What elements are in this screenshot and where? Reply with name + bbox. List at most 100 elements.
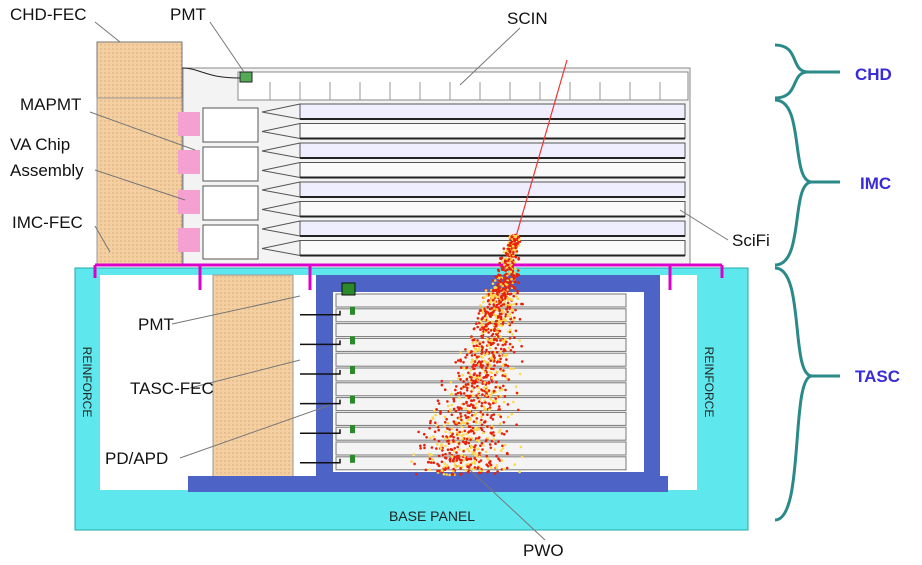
- hit: [457, 442, 461, 445]
- hit: [482, 405, 486, 409]
- hit: [463, 455, 467, 458]
- hit: [473, 360, 477, 363]
- hit: [474, 376, 477, 380]
- section-label: IMC: [860, 174, 891, 193]
- hit: [465, 366, 468, 370]
- label: Assembly: [10, 161, 84, 180]
- pd-cable: [300, 399, 341, 405]
- hit: [473, 327, 476, 330]
- label: SCIN: [507, 9, 548, 28]
- label: SciFi: [732, 231, 770, 250]
- hit: [485, 454, 489, 458]
- hit: [516, 297, 520, 301]
- hit: [471, 338, 475, 342]
- hit: [516, 236, 520, 239]
- hit: [499, 304, 503, 308]
- hit: [460, 425, 464, 429]
- hit: [484, 439, 488, 443]
- hit: [485, 327, 488, 330]
- hit: [513, 302, 516, 306]
- hit: [506, 253, 510, 256]
- hit: [492, 413, 496, 416]
- hit: [471, 381, 475, 385]
- hit: [477, 436, 480, 440]
- hit: [512, 318, 515, 322]
- hit: [518, 470, 521, 474]
- hit: [492, 367, 495, 371]
- hit: [509, 349, 513, 352]
- hit: [495, 275, 499, 279]
- hit: [499, 415, 503, 419]
- chd-pmt: [239, 71, 253, 83]
- hit: [506, 261, 510, 265]
- section-label: TASC: [855, 367, 900, 386]
- hit: [518, 339, 521, 342]
- imc-layer: [299, 181, 686, 198]
- hit: [518, 317, 522, 321]
- hit: [456, 437, 460, 440]
- hit: [446, 448, 450, 452]
- hit: [486, 305, 490, 309]
- label: BASE PANEL: [389, 508, 475, 524]
- hit: [453, 447, 457, 450]
- hit: [496, 385, 500, 388]
- hit: [468, 411, 471, 415]
- mapmt-box: [202, 107, 259, 143]
- hit: [494, 442, 497, 446]
- hit: [505, 358, 508, 361]
- hit: [513, 463, 516, 466]
- hit: [473, 353, 477, 357]
- hit: [511, 345, 514, 349]
- hit: [512, 248, 515, 251]
- hit: [499, 317, 503, 321]
- hit: [462, 450, 465, 453]
- hit: [453, 463, 457, 466]
- hit: [486, 425, 489, 428]
- hit: [503, 263, 506, 267]
- hit: [440, 469, 444, 473]
- hit: [466, 422, 469, 425]
- base-plate: [188, 476, 668, 492]
- hit: [483, 314, 487, 318]
- hit: [486, 363, 489, 366]
- hit: [456, 406, 460, 409]
- hit: [479, 469, 482, 473]
- hit: [503, 433, 506, 436]
- magenta-frame: [93, 263, 724, 290]
- hit: [501, 374, 505, 377]
- hit: [473, 413, 477, 417]
- hit: [483, 386, 486, 389]
- hit: [488, 347, 492, 350]
- hit: [504, 304, 508, 307]
- hit: [430, 446, 434, 449]
- hit: [457, 464, 461, 468]
- hit: [441, 449, 444, 452]
- hit: [458, 417, 461, 420]
- hit: [493, 389, 496, 393]
- hit: [476, 317, 480, 320]
- hit: [505, 266, 509, 270]
- hit: [497, 457, 500, 461]
- hit: [482, 341, 485, 344]
- hit: [414, 473, 418, 476]
- hit: [429, 461, 433, 464]
- hit: [472, 406, 475, 409]
- hit: [473, 448, 476, 452]
- hit: [473, 459, 477, 463]
- hit: [454, 393, 458, 396]
- hit: [496, 343, 500, 346]
- hit: [478, 371, 482, 375]
- hit: [437, 440, 441, 443]
- hit: [510, 303, 513, 306]
- hit: [467, 396, 471, 400]
- hit: [490, 466, 493, 470]
- hit: [505, 308, 508, 311]
- hit: [450, 427, 454, 430]
- hit: [499, 335, 502, 339]
- hit: [511, 333, 514, 336]
- hit: [471, 365, 474, 368]
- label: PD/APD: [105, 449, 168, 468]
- hit: [508, 281, 512, 285]
- hit: [508, 337, 512, 340]
- hit: [486, 413, 489, 417]
